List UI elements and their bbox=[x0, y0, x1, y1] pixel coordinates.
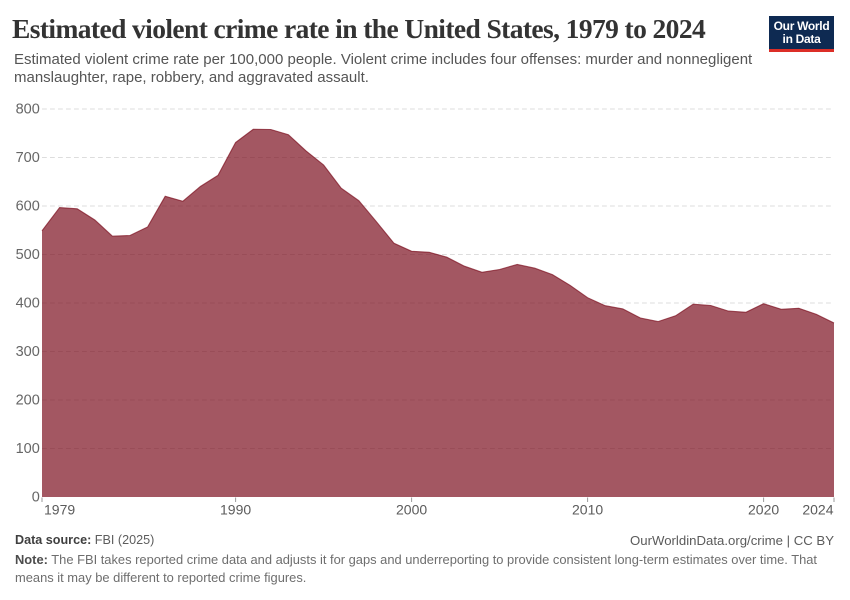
svg-text:700: 700 bbox=[16, 150, 40, 166]
svg-text:0: 0 bbox=[32, 490, 40, 506]
svg-text:300: 300 bbox=[16, 344, 40, 360]
svg-text:2010: 2010 bbox=[572, 502, 603, 518]
svg-text:600: 600 bbox=[16, 199, 40, 215]
svg-text:1979: 1979 bbox=[44, 502, 75, 518]
svg-text:400: 400 bbox=[16, 296, 40, 312]
svg-text:2020: 2020 bbox=[748, 502, 779, 518]
svg-text:500: 500 bbox=[16, 247, 40, 263]
svg-text:800: 800 bbox=[16, 102, 40, 118]
svg-text:100: 100 bbox=[16, 441, 40, 457]
svg-text:200: 200 bbox=[16, 393, 40, 409]
svg-text:1990: 1990 bbox=[220, 502, 251, 518]
svg-text:2000: 2000 bbox=[396, 502, 427, 518]
svg-text:2024: 2024 bbox=[802, 502, 833, 518]
